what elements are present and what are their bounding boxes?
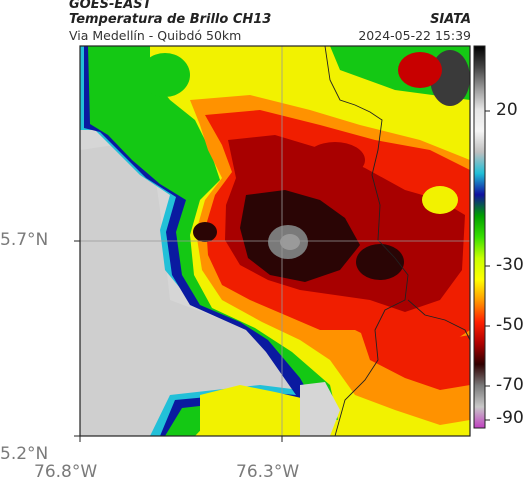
colorbar <box>474 46 485 428</box>
cloud-cell-yellow-ne <box>422 186 458 214</box>
title-region: Via Medellín - Quibdó 50km <box>69 28 242 43</box>
lon-label: 76.8°W <box>34 462 98 482</box>
title-timestamp: 2024-05-22 15:39 <box>358 28 471 43</box>
colorbar-tick-label: 20 <box>496 100 518 120</box>
axis-ticks <box>74 240 283 442</box>
grid-lines <box>80 46 470 436</box>
clear-sky-texture <box>80 140 300 436</box>
cloud-core-light <box>280 234 300 250</box>
title-satellite: GOES-EAST <box>69 0 152 12</box>
lat-label: 5.7°N <box>0 230 49 250</box>
colorbar-tick-label: -50 <box>496 315 524 335</box>
cloud-cell-black-east <box>356 244 404 280</box>
cloud-cell-dark-west <box>193 222 217 242</box>
lon-label: 76.3°W <box>236 462 300 482</box>
lat-label: 5.2°N <box>0 444 49 464</box>
colorbar-tick-label: -30 <box>496 255 524 275</box>
cloud-cell-dark-north <box>305 142 365 178</box>
colorbar-tick-label: -90 <box>496 408 524 428</box>
cloud-cell-red-ne <box>398 52 442 88</box>
colorbar-frame <box>473 45 486 429</box>
country-border <box>324 46 470 436</box>
title-source: SIATA <box>430 12 471 27</box>
title-product: Temperatura de Brillo CH13 <box>69 12 272 27</box>
colorbar-ticks <box>485 110 490 421</box>
clear-south-patch <box>300 382 340 436</box>
cloud-south-yellow <box>200 385 330 436</box>
cloud-south-red <box>360 330 470 390</box>
cloud-cell-green-nw <box>140 53 190 97</box>
colorbar-tick-label: -70 <box>496 375 524 395</box>
colorbar-gradient <box>474 46 485 428</box>
